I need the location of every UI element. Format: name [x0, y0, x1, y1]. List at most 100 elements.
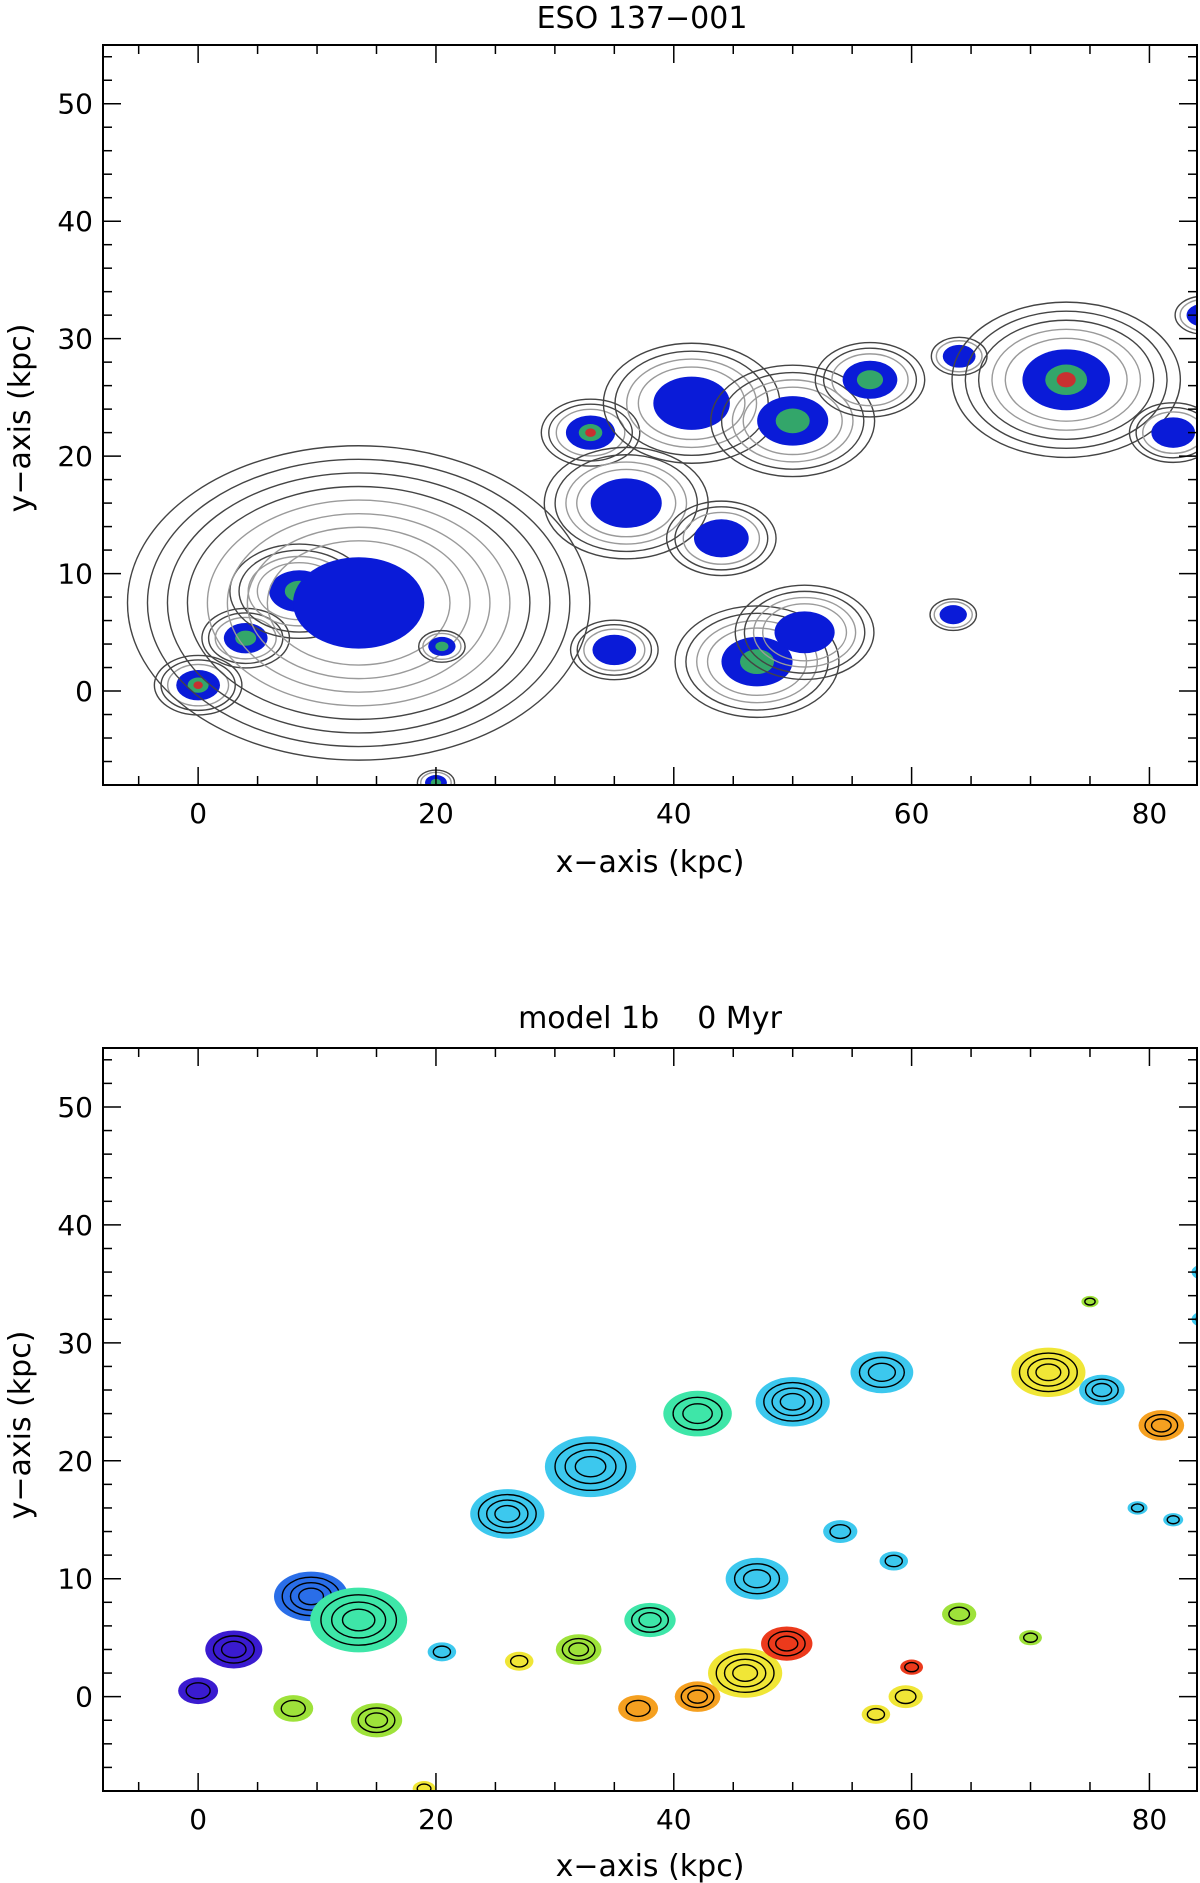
contour-line — [680, 1685, 715, 1709]
contour-line — [416, 1783, 432, 1791]
x-tick-label: 20 — [418, 1803, 454, 1836]
emission-blob — [412, 1781, 436, 1791]
blob-fill — [618, 1695, 659, 1722]
contour-line — [540, 398, 641, 467]
contour-line — [771, 1387, 815, 1417]
blob-core — [775, 408, 810, 434]
contour-line — [867, 1362, 897, 1382]
contour-line — [1027, 1357, 1070, 1387]
emission-blob — [418, 629, 466, 663]
emission-blob — [618, 1695, 659, 1722]
contour-line — [477, 1493, 537, 1534]
y-tick-label: 0 — [75, 1681, 93, 1714]
contour-line — [731, 379, 854, 463]
emission-blob — [708, 1648, 783, 1698]
contour-line — [672, 1396, 723, 1431]
contour-line — [166, 663, 230, 707]
blob-fill — [504, 1651, 534, 1671]
emission-blob — [1128, 402, 1197, 464]
contour-line — [186, 485, 531, 721]
emission-blob — [569, 619, 659, 681]
y-tick-label: 10 — [57, 1563, 93, 1596]
y-axis-label: y−axis (kpc) — [3, 324, 38, 513]
emission-blob — [427, 1642, 457, 1662]
contour-line — [858, 1356, 906, 1388]
blob-fill — [310, 1587, 408, 1653]
y-tick-label: 10 — [57, 558, 93, 591]
emission-blob — [814, 341, 926, 418]
contour-line — [574, 1455, 607, 1478]
contour-line — [829, 1523, 852, 1540]
contour-line — [637, 366, 746, 441]
contour-line — [682, 511, 761, 565]
contour-line — [1084, 1378, 1119, 1402]
blob-fill — [590, 478, 662, 528]
contour-line — [948, 1606, 971, 1622]
x-tick-label: 20 — [418, 797, 454, 830]
contour-line — [625, 1699, 651, 1718]
contour-line — [929, 598, 978, 632]
contour-line — [1144, 1413, 1179, 1437]
emission-blob — [761, 1626, 813, 1661]
contour-line — [266, 540, 451, 666]
y-tick-label: 0 — [75, 675, 93, 708]
contour-line — [220, 1640, 247, 1659]
contour-line — [687, 1689, 709, 1704]
panel-eso137: ESO 137−001 0 20 40 60 80 0 10 20 30 40 50 x−axis … — [3, 1, 1198, 880]
contour-line — [554, 1442, 627, 1492]
contour-line — [775, 1635, 799, 1652]
y-tick-label: 50 — [57, 88, 93, 121]
contour-line — [576, 623, 653, 676]
blob-fill — [544, 1436, 637, 1498]
blob-fill — [178, 1677, 219, 1705]
contour-line — [665, 500, 777, 577]
blob-fill — [273, 1695, 314, 1722]
emission-blob — [850, 1351, 914, 1394]
emission-blob — [734, 584, 875, 681]
emission-blob — [350, 1703, 403, 1738]
contour-line — [1135, 406, 1197, 459]
contour-line — [554, 454, 699, 553]
emission-blob — [205, 1630, 263, 1669]
blob-fill — [755, 1377, 830, 1427]
contour-line — [733, 1563, 781, 1595]
contour-line — [509, 1654, 529, 1668]
blob-fill — [1081, 1295, 1099, 1308]
emission-blob — [710, 364, 876, 478]
axis-ticks: 0 20 40 60 80 0 10 20 30 40 50 — [57, 1048, 1197, 1836]
emission-blob — [544, 1436, 637, 1498]
blob-fill — [592, 634, 637, 666]
blob-fill — [879, 1551, 909, 1571]
contour-line — [706, 627, 808, 697]
blob-fill — [900, 1659, 924, 1675]
emission-blob — [624, 1602, 676, 1638]
blob-fill — [653, 376, 730, 430]
blob-fill — [1011, 1347, 1086, 1398]
contour-line — [763, 1381, 823, 1422]
contour-line — [933, 601, 973, 629]
emission-blob — [126, 445, 591, 761]
emission-blob — [879, 1551, 909, 1571]
contour-line — [364, 1712, 389, 1729]
x-tick-label: 40 — [656, 1803, 692, 1836]
contour-line — [904, 1661, 920, 1673]
contour-line — [674, 605, 840, 719]
contour-line — [779, 1392, 806, 1411]
contour-line — [930, 336, 988, 376]
contour-line — [685, 612, 829, 711]
plot-frame — [102, 1047, 1198, 1792]
blob-core — [740, 649, 775, 675]
contour-line — [357, 1707, 396, 1734]
y-tick-label: 20 — [57, 1445, 93, 1478]
contour-line — [977, 319, 1155, 440]
contour-line — [674, 506, 769, 571]
contour-line — [561, 1637, 596, 1662]
contour-line — [720, 371, 865, 470]
plot-frame — [102, 44, 1198, 786]
contour-line — [1022, 1632, 1039, 1643]
contour-line — [638, 1611, 662, 1629]
emission-blob — [755, 1377, 830, 1427]
emission-blob — [951, 301, 1182, 459]
x-axis-label: x−axis (kpc) — [556, 845, 745, 880]
